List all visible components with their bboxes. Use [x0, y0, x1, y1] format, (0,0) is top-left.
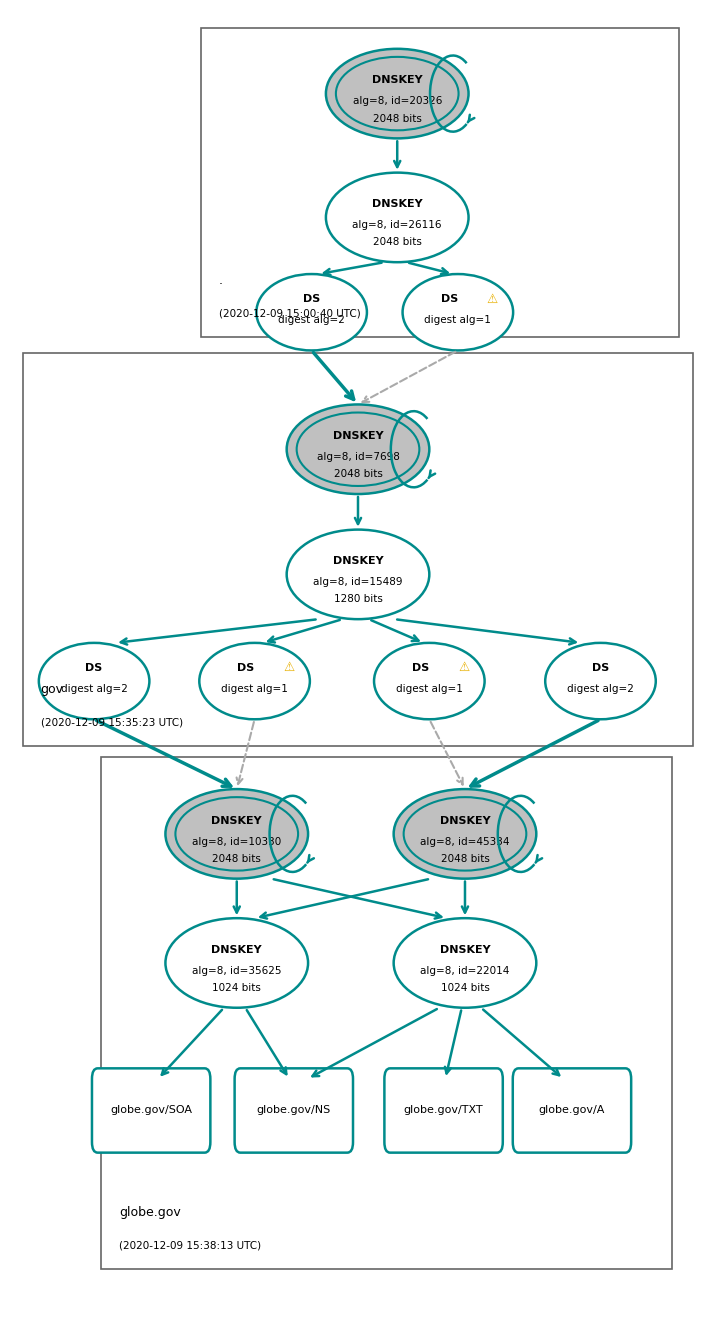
Text: ⚠: ⚠ — [284, 661, 294, 675]
Text: DS: DS — [440, 294, 458, 304]
Text: globe.gov/A: globe.gov/A — [538, 1105, 605, 1115]
Text: DNSKEY: DNSKEY — [372, 199, 422, 210]
Text: globe.gov: globe.gov — [119, 1205, 181, 1218]
FancyBboxPatch shape — [23, 352, 693, 746]
Ellipse shape — [394, 789, 536, 879]
Text: alg=8, id=35625: alg=8, id=35625 — [192, 966, 281, 975]
Text: DNSKEY: DNSKEY — [372, 75, 422, 86]
Ellipse shape — [256, 275, 367, 350]
Text: 2048 bits: 2048 bits — [213, 854, 261, 863]
Ellipse shape — [39, 643, 150, 719]
Text: 2048 bits: 2048 bits — [440, 854, 490, 863]
Text: ⚠: ⚠ — [486, 293, 498, 306]
Text: DNSKEY: DNSKEY — [440, 816, 490, 826]
Text: alg=8, id=7698: alg=8, id=7698 — [316, 453, 400, 462]
Text: 2048 bits: 2048 bits — [334, 470, 382, 479]
FancyBboxPatch shape — [201, 28, 679, 338]
Text: digest alg=2: digest alg=2 — [567, 684, 634, 694]
Text: DS: DS — [412, 663, 430, 673]
Text: (2020-12-09 15:35:23 UTC): (2020-12-09 15:35:23 UTC) — [41, 717, 183, 727]
Text: 1280 bits: 1280 bits — [334, 594, 382, 605]
FancyBboxPatch shape — [384, 1068, 503, 1152]
Text: DNSKEY: DNSKEY — [333, 432, 383, 441]
Text: DS: DS — [303, 294, 320, 304]
Text: DNSKEY: DNSKEY — [211, 816, 262, 826]
Text: globe.gov/NS: globe.gov/NS — [256, 1105, 331, 1115]
Text: digest alg=1: digest alg=1 — [221, 684, 288, 694]
Text: 1024 bits: 1024 bits — [440, 983, 490, 993]
Ellipse shape — [165, 919, 308, 1007]
Ellipse shape — [326, 173, 468, 263]
Text: 1024 bits: 1024 bits — [213, 983, 261, 993]
Text: 2048 bits: 2048 bits — [373, 238, 422, 247]
Text: globe.gov/SOA: globe.gov/SOA — [110, 1105, 192, 1115]
Ellipse shape — [199, 643, 310, 719]
Text: alg=8, id=26116: alg=8, id=26116 — [352, 220, 442, 230]
Text: digest alg=2: digest alg=2 — [61, 684, 127, 694]
Text: DNSKEY: DNSKEY — [211, 945, 262, 954]
Ellipse shape — [394, 919, 536, 1007]
Ellipse shape — [286, 529, 430, 619]
Text: (2020-12-09 15:00:40 UTC): (2020-12-09 15:00:40 UTC) — [219, 309, 361, 319]
FancyBboxPatch shape — [235, 1068, 353, 1152]
FancyBboxPatch shape — [513, 1068, 632, 1152]
Text: digest alg=1: digest alg=1 — [425, 315, 491, 325]
Text: ⚠: ⚠ — [458, 661, 469, 675]
Ellipse shape — [286, 404, 430, 494]
Text: 2048 bits: 2048 bits — [373, 114, 422, 124]
Text: DS: DS — [592, 663, 609, 673]
Text: alg=8, id=22014: alg=8, id=22014 — [420, 966, 510, 975]
Text: alg=8, id=45334: alg=8, id=45334 — [420, 837, 510, 846]
Text: DNSKEY: DNSKEY — [440, 945, 490, 954]
Text: digest alg=2: digest alg=2 — [279, 315, 345, 325]
Text: globe.gov/TXT: globe.gov/TXT — [404, 1105, 483, 1115]
Ellipse shape — [374, 643, 485, 719]
Ellipse shape — [402, 275, 513, 350]
Ellipse shape — [545, 643, 656, 719]
Ellipse shape — [165, 789, 308, 879]
Text: digest alg=1: digest alg=1 — [396, 684, 463, 694]
Text: alg=8, id=15489: alg=8, id=15489 — [314, 577, 402, 587]
Text: DS: DS — [85, 663, 102, 673]
Ellipse shape — [326, 49, 468, 139]
Text: DS: DS — [238, 663, 255, 673]
FancyBboxPatch shape — [101, 758, 672, 1269]
Text: (2020-12-09 15:38:13 UTC): (2020-12-09 15:38:13 UTC) — [119, 1239, 261, 1250]
Text: alg=8, id=10330: alg=8, id=10330 — [192, 837, 281, 846]
Text: alg=8, id=20326: alg=8, id=20326 — [352, 96, 442, 107]
Text: DNSKEY: DNSKEY — [333, 556, 383, 566]
Text: .: . — [219, 275, 223, 288]
Text: gov: gov — [41, 682, 64, 696]
FancyBboxPatch shape — [92, 1068, 211, 1152]
